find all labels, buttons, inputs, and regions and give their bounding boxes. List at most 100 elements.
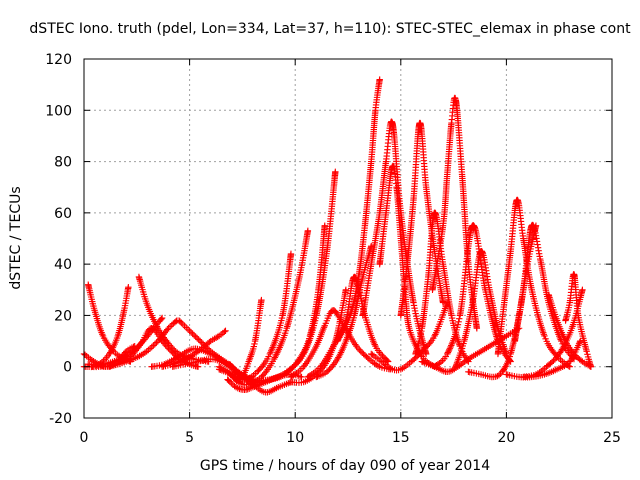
data-point	[358, 297, 365, 305]
data-point	[251, 340, 258, 348]
y-tick-label: 80	[54, 155, 72, 171]
data-point	[540, 331, 548, 338]
y-tick-label: 40	[54, 257, 72, 273]
data-point	[566, 358, 573, 365]
data-point	[125, 284, 132, 291]
data-point	[454, 321, 462, 328]
data-point	[190, 332, 198, 339]
data-point	[299, 351, 306, 358]
data-point	[217, 366, 224, 373]
data-point	[168, 343, 175, 351]
data-point	[436, 360, 443, 367]
data-point	[266, 350, 274, 358]
data-point	[286, 367, 293, 374]
data-point	[206, 346, 213, 354]
data-point	[158, 315, 165, 323]
data-point	[285, 379, 292, 387]
data-point	[221, 328, 228, 335]
x-tick-label: 20	[497, 430, 515, 446]
data-point	[189, 330, 196, 337]
data-point	[134, 344, 141, 351]
data-point	[456, 341, 463, 348]
data-point	[445, 347, 452, 355]
data-point	[153, 339, 160, 346]
data-point	[454, 324, 461, 331]
y-tick-label: 120	[45, 52, 72, 68]
data-point	[325, 367, 332, 374]
series-33	[494, 196, 573, 370]
y-axis-title: dSTEC / TECUs	[8, 186, 24, 289]
data-point	[326, 366, 333, 373]
series-17	[226, 222, 328, 384]
series-29	[431, 222, 514, 370]
data-point	[541, 332, 548, 340]
y-tick-label: 60	[54, 206, 72, 222]
data-point	[357, 295, 365, 302]
series-15	[228, 227, 312, 389]
data-point	[186, 327, 193, 335]
series-3	[85, 284, 132, 369]
series-6	[89, 314, 166, 370]
data-point	[411, 355, 418, 363]
data-point	[550, 357, 557, 364]
x-tick-label: 10	[286, 430, 304, 446]
data-point	[132, 345, 139, 352]
data-point	[225, 377, 232, 384]
axis-ticks: 0 5 10 15 20 25 -20 0 20 40 60 80 100 120	[45, 52, 621, 446]
data-point	[318, 362, 325, 369]
data-point	[201, 342, 208, 349]
data-point	[298, 373, 305, 381]
data-point	[228, 362, 235, 370]
data-point	[234, 368, 242, 376]
data-point	[290, 372, 297, 379]
series-26	[397, 119, 447, 319]
data-point	[332, 168, 339, 176]
x-tick-label: 25	[603, 430, 621, 446]
data-point	[87, 355, 94, 363]
data-point	[176, 318, 184, 325]
series-19	[313, 242, 375, 381]
data-point	[431, 332, 438, 340]
data-point	[195, 336, 202, 343]
data-point	[150, 342, 157, 349]
data-point	[587, 363, 595, 370]
data-point	[158, 314, 166, 322]
data-point	[193, 334, 201, 342]
data-point	[422, 350, 430, 358]
y-tick-label: 20	[54, 308, 72, 324]
data-point	[356, 346, 363, 353]
data-point	[178, 319, 185, 326]
data-point	[136, 341, 144, 348]
data-point	[446, 346, 453, 353]
data-point	[305, 335, 313, 342]
plot-frame	[83, 58, 613, 419]
data-point	[364, 354, 372, 362]
data-point	[151, 340, 159, 348]
x-tick-label: 15	[392, 430, 410, 446]
data-point	[456, 315, 463, 322]
data-point	[148, 343, 155, 351]
data-point	[196, 337, 204, 345]
data-point	[572, 352, 579, 359]
data-point	[384, 358, 392, 365]
data-point	[164, 338, 171, 346]
x-axis-title: GPS time / hours of day 090 of year 2014	[200, 458, 490, 474]
data-point	[444, 349, 452, 356]
data-point	[306, 372, 314, 379]
data-point	[321, 222, 328, 229]
data-point	[199, 340, 207, 348]
series-38	[562, 271, 595, 370]
data-point	[356, 289, 363, 297]
data-point	[304, 227, 312, 235]
data-point	[561, 336, 568, 343]
data-point	[169, 345, 176, 352]
data-point	[166, 323, 174, 330]
data-point	[446, 345, 454, 352]
data-point	[577, 357, 585, 364]
data-point	[287, 250, 295, 258]
data-point	[135, 342, 142, 349]
data-point	[358, 349, 366, 356]
series-25	[368, 299, 451, 374]
data-point	[495, 371, 503, 379]
